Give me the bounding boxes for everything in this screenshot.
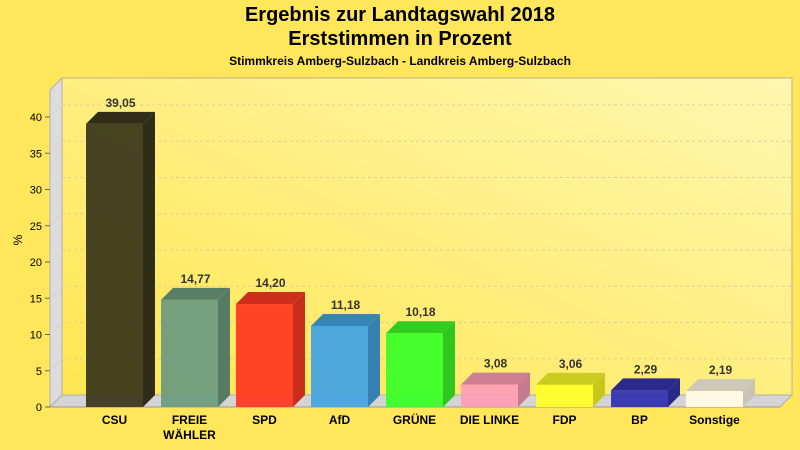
gridline-side [49, 285, 63, 299]
bar-top [536, 372, 605, 385]
y-tick-label: 15 [30, 293, 42, 305]
y-tick-label: 30 [30, 185, 42, 197]
data-label: 10,18 [405, 305, 435, 319]
bar-side [443, 321, 455, 407]
x-tick-label: GRÜNE [393, 412, 436, 427]
bar-top [686, 379, 755, 392]
y-tick-label: 5 [36, 366, 42, 378]
bar-side [743, 379, 755, 407]
y-axis-label: % [11, 234, 25, 245]
data-label: 14,20 [255, 276, 285, 290]
x-tick-label: WÄHLER [163, 427, 216, 442]
chart-subsubtitle: Stimmkreis Amberg-Sulzbach - Landkreis A… [229, 54, 571, 68]
x-tick-label: CSU [102, 413, 127, 427]
x-tick-label: Sonstige [689, 413, 740, 427]
y-tick-label: 10 [30, 330, 42, 342]
y-tick-label: 40 [30, 112, 42, 124]
bar-top [386, 321, 455, 334]
data-label: 39,05 [105, 96, 135, 110]
gridline-side [49, 104, 63, 118]
gridline-side [49, 249, 63, 263]
bar-top [311, 313, 380, 326]
data-label: 3,08 [484, 357, 508, 371]
bar-die-linke [461, 384, 518, 407]
gridline-side [49, 358, 63, 372]
gridline-side [49, 177, 63, 190]
chart-title: Ergebnis zur Landtagswahl 2018 [244, 4, 556, 26]
x-tick-label: SPD [252, 413, 277, 427]
bar-sonstige [686, 391, 743, 407]
bar-side [668, 378, 680, 407]
bar-spd [236, 304, 293, 407]
y-tick-label: 0 [36, 402, 42, 414]
bar-side [218, 287, 230, 407]
bar-side [293, 292, 305, 407]
bar-csu [86, 123, 143, 407]
plot-left-wall [49, 76, 63, 409]
chart-subtitle: Erststimmen in Prozent [288, 28, 512, 50]
x-tick-label: FDP [553, 413, 577, 427]
y-tick-label: 20 [30, 257, 42, 269]
bar-afd [311, 325, 368, 407]
data-label: 2,29 [634, 362, 658, 376]
y-tick-label: 35 [30, 148, 42, 160]
gridline-side [49, 140, 63, 154]
data-label: 11,18 [331, 298, 361, 312]
bar-side [143, 111, 155, 407]
bar-side [368, 313, 380, 407]
x-tick-label: AfD [329, 413, 351, 427]
data-label: 2,19 [709, 363, 733, 377]
data-label: 14,77 [180, 272, 210, 286]
gridline-side [49, 213, 63, 227]
y-tick-label: 25 [30, 221, 42, 233]
gridline-side [49, 322, 63, 335]
bar-fdp [536, 384, 593, 407]
x-tick-label: BP [631, 413, 648, 427]
x-tick-label: FREIE [172, 413, 207, 427]
bar-freie-w-hler [161, 299, 218, 407]
bar-top [611, 378, 680, 391]
bar-top [86, 111, 155, 124]
bar-gr-ne [386, 333, 443, 407]
bar-side [518, 372, 530, 407]
bar-top [236, 292, 305, 305]
bar-top [461, 372, 530, 385]
bar-top [161, 287, 230, 300]
bar-side [593, 372, 605, 407]
data-label: 3,06 [559, 357, 583, 371]
x-tick-label: DIE LINKE [460, 413, 519, 427]
bar-bp [611, 390, 668, 407]
